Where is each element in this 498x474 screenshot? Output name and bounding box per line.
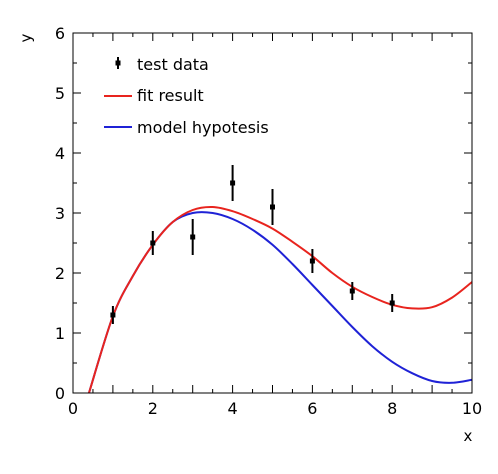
- legend-label-fit-result: fit result: [137, 86, 204, 105]
- data-point: [389, 300, 395, 306]
- x-axis-label: x: [464, 427, 473, 445]
- ticks-layer: [72, 32, 473, 394]
- y-tick-label: 4: [55, 144, 65, 163]
- x-tick-label: 4: [228, 399, 238, 418]
- legend-item-fit-result: fit result: [104, 86, 204, 105]
- legend-label-model-hypotesis: model hypotesis: [137, 118, 269, 137]
- legend-marker-test-data: [115, 60, 121, 66]
- legend: test data fit result model hypotesis: [104, 55, 269, 137]
- data-point: [110, 312, 116, 318]
- tick-labels-layer: 0 2 4 6 8 10 0 1 2 3 4 5 6: [55, 24, 482, 418]
- legend-label-test-data: test data: [137, 55, 209, 74]
- x-tick-label: 10: [462, 399, 482, 418]
- y-axis-label: y: [17, 33, 35, 42]
- y-tick-label: 0: [55, 384, 65, 403]
- y-tick-label: 2: [55, 264, 65, 283]
- legend-item-model-hypotesis: model hypotesis: [104, 118, 269, 137]
- y-tick-label: 6: [55, 24, 65, 43]
- x-tick-label: 2: [148, 399, 158, 418]
- y-tick-label: 1: [55, 324, 65, 343]
- data-point: [150, 240, 156, 246]
- plot-points-layer: [110, 165, 395, 324]
- y-tick-label: 3: [55, 204, 65, 223]
- data-point: [309, 258, 315, 264]
- x-tick-label: 6: [307, 399, 317, 418]
- legend-item-test-data: test data: [115, 55, 209, 74]
- y-tick-label: 5: [55, 84, 65, 103]
- x-tick-label: 0: [68, 399, 78, 418]
- data-point: [270, 204, 275, 210]
- data-point: [230, 180, 236, 186]
- data-point: [190, 234, 196, 240]
- data-point: [349, 288, 355, 294]
- x-tick-label: 8: [387, 399, 397, 418]
